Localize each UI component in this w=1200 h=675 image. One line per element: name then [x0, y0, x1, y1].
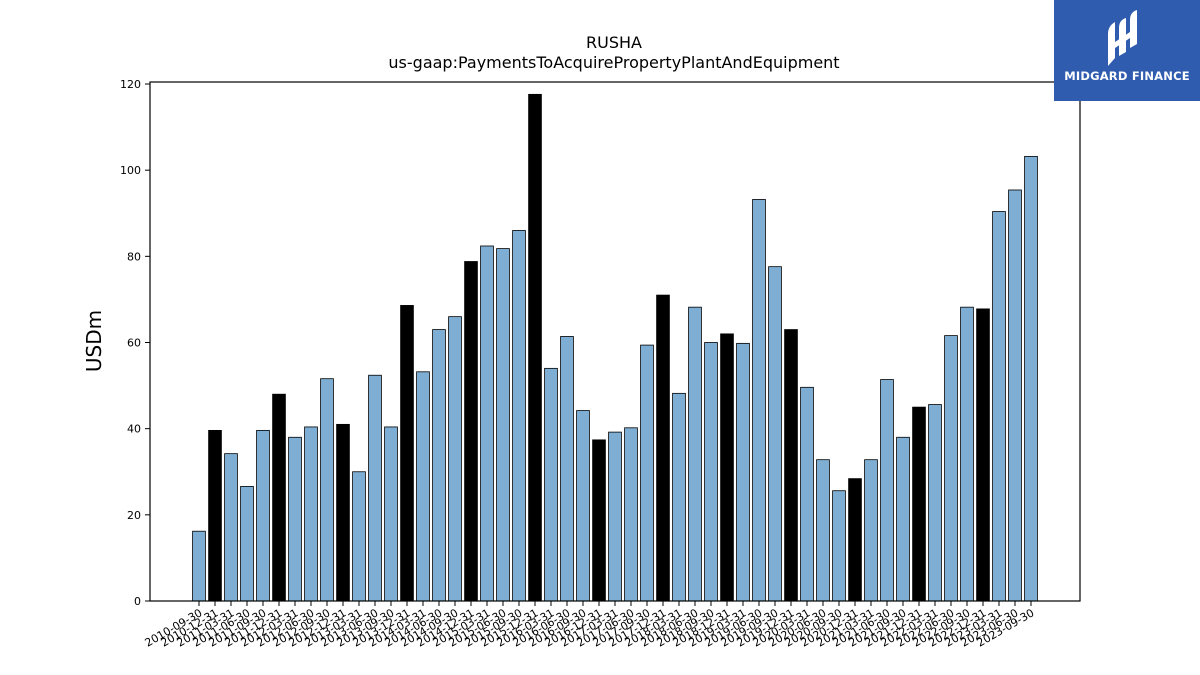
bar-2013-06-30	[368, 374, 382, 602]
midgard-finance-logo: MIDGARD FINANCE	[1054, 0, 1200, 101]
logo-mark-icon	[1108, 10, 1137, 66]
bar-2013-09-30	[384, 426, 398, 602]
x-ticks-group: 2010-09-302010-12-312011-03-312011-06-30…	[143, 601, 1037, 650]
bar-2023-09-30	[1024, 155, 1038, 602]
bar-2012-03-31	[288, 436, 302, 602]
bar-2019-03-31	[736, 342, 750, 602]
y-tick-label: 100	[120, 164, 141, 177]
bar-2019-12-31	[784, 329, 798, 602]
bar-2011-12-31	[272, 393, 286, 602]
bar-2020-03-31	[800, 386, 814, 602]
bar-2011-09-30	[256, 429, 270, 602]
bar-2014-09-30	[448, 316, 462, 602]
bar-2022-03-31	[928, 404, 942, 602]
bar-2013-12-31	[400, 305, 414, 602]
bar-2010-12-31	[208, 429, 222, 602]
bar-2013-03-31	[352, 471, 366, 602]
bar-2012-09-30	[320, 378, 334, 602]
y-tick-label: 20	[127, 509, 141, 522]
bar-2016-06-30	[560, 336, 574, 602]
y-tick-label: 0	[134, 595, 141, 608]
bar-2023-06-30	[1008, 189, 1022, 602]
bar-2018-03-31	[672, 392, 686, 602]
bar-2018-06-30	[688, 306, 702, 602]
y-axis-label: USDm	[82, 310, 106, 372]
bar-2010-09-30	[192, 530, 206, 602]
bar-2021-09-30	[896, 436, 910, 602]
plot-frame	[149, 81, 1081, 602]
bar-2018-12-31	[720, 333, 734, 602]
bar-2021-06-30	[880, 379, 894, 602]
bar-2014-03-31	[416, 371, 430, 602]
bar-2022-09-30	[960, 306, 974, 602]
y-tick-label: 60	[127, 337, 141, 350]
bar-2014-12-31	[464, 261, 478, 602]
bar-2022-06-30	[944, 335, 958, 602]
bar-2012-06-30	[304, 426, 318, 602]
bar-2017-06-30	[624, 427, 638, 602]
y-tick-label: 80	[127, 250, 141, 263]
bar-2016-09-30	[576, 410, 590, 602]
bar-2023-03-31	[992, 211, 1006, 602]
y-ticks-group: 0 20 40 60 80 100 120	[120, 78, 150, 608]
bar-2015-12-31	[528, 93, 542, 602]
bar-2011-06-30	[240, 485, 254, 602]
bar-2017-12-31	[656, 294, 670, 602]
bar-2015-09-30	[512, 230, 526, 602]
y-tick-label: 120	[120, 78, 141, 91]
bar-2018-09-30	[704, 342, 718, 602]
bar-2021-12-31	[912, 406, 926, 602]
chart-subtitle: us-gaap:PaymentsToAcquirePropertyPlantAn…	[388, 53, 839, 72]
bar-2016-12-31	[592, 439, 606, 602]
bar-2021-03-31	[864, 459, 878, 602]
bar-2017-09-30	[640, 344, 654, 602]
bar-2015-06-30	[496, 248, 510, 602]
y-tick-label: 40	[127, 423, 141, 436]
bar-2011-03-31	[224, 453, 238, 602]
chart-title: RUSHA	[586, 33, 642, 52]
bar-2020-09-30	[832, 490, 846, 602]
bar-2012-12-31	[336, 423, 350, 602]
bar-2020-12-31	[848, 478, 862, 602]
bar-2019-09-30	[768, 266, 782, 602]
bar-2016-03-31	[544, 367, 558, 602]
bar-2020-06-30	[816, 459, 830, 602]
logo-text: MIDGARD FINANCE	[1064, 69, 1190, 83]
bar-2015-03-31	[480, 245, 494, 602]
bars-group	[192, 93, 1038, 602]
bar-2019-06-30	[752, 199, 766, 602]
bar-2017-03-31	[608, 431, 622, 602]
bar-2022-12-31	[976, 308, 990, 602]
bar-2014-06-30	[432, 329, 446, 602]
